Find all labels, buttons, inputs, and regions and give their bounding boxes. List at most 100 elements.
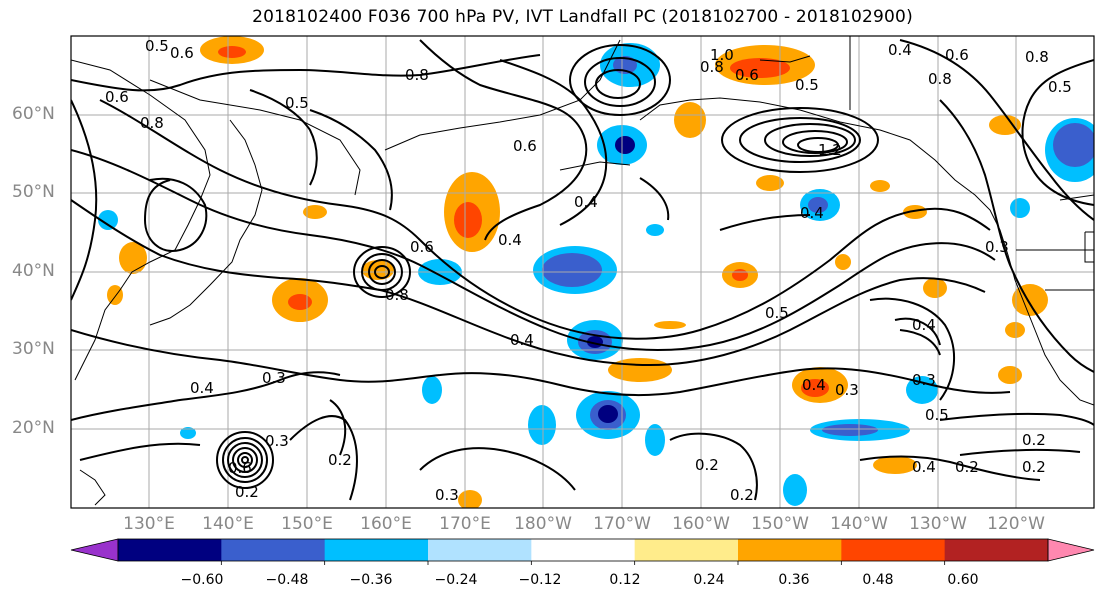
colorbar-border xyxy=(117,538,1049,562)
map-frame-border xyxy=(70,35,1095,509)
contour-label: 0.3 xyxy=(835,381,859,399)
contour-label: 0.4 xyxy=(802,376,826,394)
contour-label: 0.4 xyxy=(510,331,534,349)
contour-label: 0.2 xyxy=(235,483,259,501)
contour-label: 0.4 xyxy=(498,231,522,249)
anomaly-blob xyxy=(783,474,807,506)
contour-label: 0.6 xyxy=(410,238,434,256)
anomaly-blob xyxy=(822,424,878,436)
anomaly-blob xyxy=(454,202,482,238)
ivt-shading xyxy=(98,36,1094,508)
contour-label: 0.2 xyxy=(1022,431,1046,449)
lon-label: 170°W xyxy=(593,514,651,534)
anomaly-blob xyxy=(422,376,442,404)
anomaly-blob xyxy=(645,424,665,456)
contour-label: 0.2 xyxy=(1022,458,1046,476)
anomaly-blob xyxy=(906,376,938,404)
colorbar-tick-label: 0.12 xyxy=(609,572,641,588)
anomaly-blob xyxy=(528,405,556,445)
contour-label: 0.3 xyxy=(262,369,286,387)
contour-label: 0.6 xyxy=(735,66,759,84)
lon-label: 140°E xyxy=(202,514,254,534)
colorbar-segment xyxy=(118,539,222,561)
anomaly-blob xyxy=(542,253,602,287)
lat-label-50n: 50°N xyxy=(12,182,55,202)
contour-label: 0.8 xyxy=(1025,48,1049,66)
anomaly-blob xyxy=(873,456,917,474)
anomaly-blob xyxy=(989,115,1021,135)
colorbar-tick-label: 0.24 xyxy=(693,572,725,588)
contour-label: 0.4 xyxy=(912,316,936,334)
anomaly-blob xyxy=(835,254,851,270)
lat-label-20n: 20°N xyxy=(12,418,55,438)
colorbar-tick-label: 0.60 xyxy=(947,572,979,588)
anomaly-blob xyxy=(923,278,947,298)
contour-label: 0.5 xyxy=(145,37,169,55)
contour-label: 0.5 xyxy=(1048,78,1072,96)
colorbar-extend-low xyxy=(70,538,119,562)
colorbar-tick-label: −0.48 xyxy=(265,572,309,588)
colorbar-tick-label: −0.12 xyxy=(518,572,562,588)
colorbar-segment xyxy=(841,539,946,561)
coastlines xyxy=(71,36,1094,506)
contour-label: 0.2 xyxy=(730,486,754,504)
contour-label: 1.0 xyxy=(710,46,734,64)
colorbar-segment xyxy=(738,539,842,561)
contour-label: 0.6 xyxy=(170,44,194,62)
contour-label: 0.4 xyxy=(800,204,824,222)
anomaly-blob xyxy=(1012,284,1048,316)
lon-label: 180°W xyxy=(514,514,572,534)
contour-label: 0.5 xyxy=(765,304,789,322)
lon-label: 120°W xyxy=(987,514,1045,534)
contour-label: 0.6 xyxy=(513,137,537,155)
lon-label: 130°E xyxy=(123,514,175,534)
contour-label: 0.8 xyxy=(928,70,952,88)
lat-label-60n: 60°N xyxy=(12,104,55,124)
contour-label: 0.8 xyxy=(385,286,409,304)
anomaly-blob xyxy=(998,366,1022,384)
lon-label: 150°W xyxy=(751,514,809,534)
contour-label: 0.5 xyxy=(795,76,819,94)
contour-label: 0.6 xyxy=(945,46,969,64)
contour-label: 0.2 xyxy=(695,456,719,474)
anomaly-blob xyxy=(1010,198,1030,218)
anomaly-blob xyxy=(615,136,635,154)
colorbar-segment xyxy=(634,539,739,561)
lon-label: 170°E xyxy=(439,514,491,534)
lon-label: 160°E xyxy=(360,514,412,534)
lon-label: 130°W xyxy=(909,514,967,534)
anomaly-blob xyxy=(756,175,784,191)
anomaly-blob xyxy=(218,46,246,58)
anomaly-blob xyxy=(730,58,790,78)
contour-label: 0.3 xyxy=(435,486,459,504)
lon-label: 150°E xyxy=(281,514,333,534)
colorbar-segment xyxy=(324,539,429,561)
colorbar xyxy=(70,538,1095,565)
contour-label: 0.6 xyxy=(228,459,252,477)
contour-label: 0.3 xyxy=(912,371,936,389)
contour-label: 0.6 xyxy=(105,88,129,106)
anomaly-blob xyxy=(1005,322,1025,338)
contour-label: 0.2 xyxy=(955,458,979,476)
map-body: 0.5 0.6 1.0 0.8 0.6 0.4 0.8 0.8 0.6 0.8 … xyxy=(71,36,1094,508)
colorbar-tick-label: 0.36 xyxy=(778,572,810,588)
anomaly-blob xyxy=(808,197,828,213)
contour-label: 1.2 xyxy=(818,141,842,159)
contour-label: 0.5 xyxy=(925,406,949,424)
contour-label: 0.5 xyxy=(285,94,309,112)
anomaly-blob xyxy=(654,321,686,329)
anomaly-blob xyxy=(608,358,672,382)
anomaly-blob xyxy=(674,102,706,138)
anomaly-blob xyxy=(288,294,312,310)
anomaly-blob xyxy=(732,269,748,281)
anomaly-blob xyxy=(119,242,147,274)
contour-label: 0.2 xyxy=(328,451,352,469)
lat-label-40n: 40°N xyxy=(12,261,55,281)
gridlines xyxy=(71,36,1094,508)
colorbar-tick-label: −0.24 xyxy=(434,572,478,588)
contour-labels: 0.5 0.6 1.0 0.8 0.6 0.4 0.8 0.8 0.6 0.8 … xyxy=(105,37,1072,504)
anomaly-blob xyxy=(646,224,664,236)
lat-label-30n: 30°N xyxy=(12,339,55,359)
anomaly-blob xyxy=(180,427,196,439)
